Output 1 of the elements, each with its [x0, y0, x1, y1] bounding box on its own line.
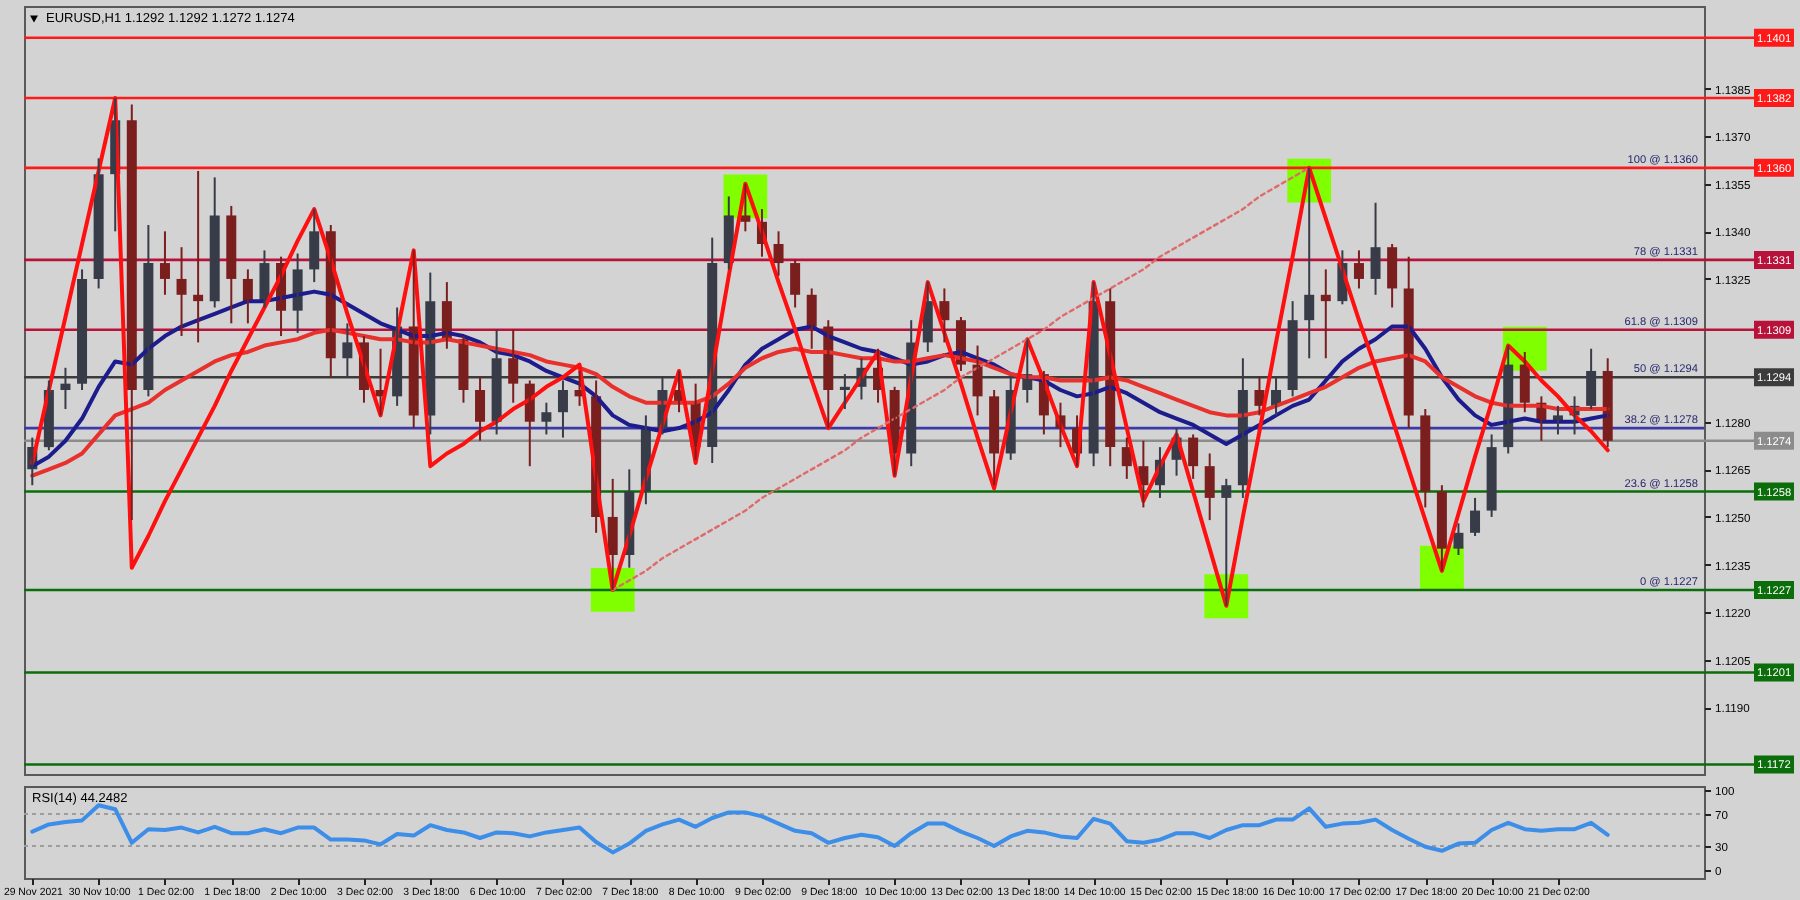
line-series [30, 803, 1610, 855]
